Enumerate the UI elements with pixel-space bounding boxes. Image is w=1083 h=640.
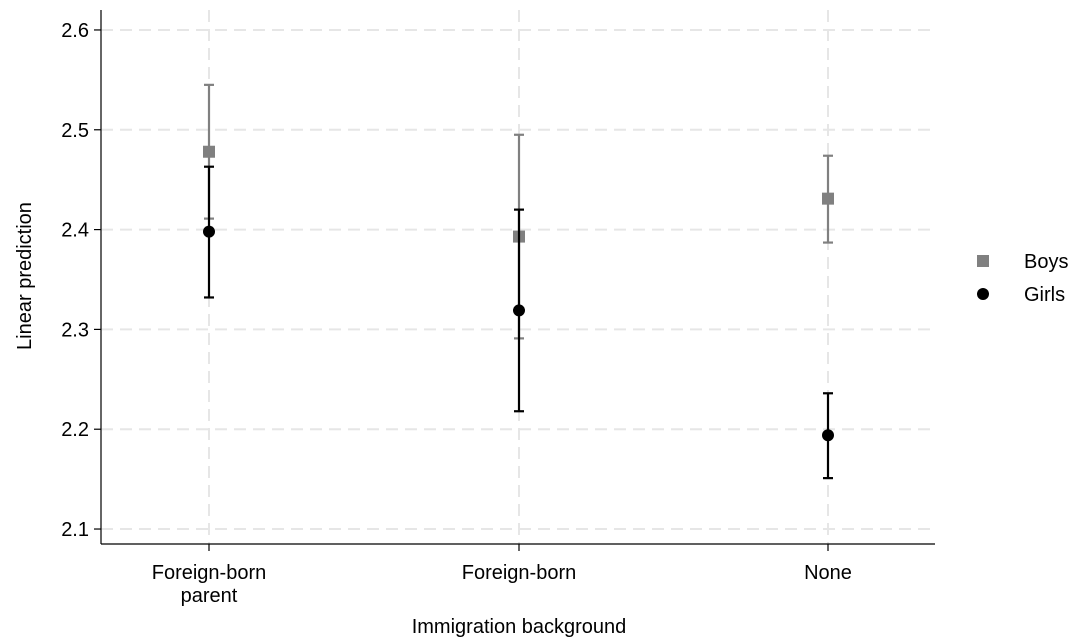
x-tick-label: Foreign-born: [462, 562, 577, 584]
point-boys: [203, 145, 215, 158]
x-tick-label: parent: [181, 585, 238, 607]
y-tick-label: 2.4: [61, 220, 89, 242]
x-tick-label: Foreign-born: [152, 562, 267, 584]
axes: 2.12.22.32.42.52.6Foreign-bornparentFore…: [61, 10, 935, 607]
y-axis-title: Linear prediction: [14, 202, 36, 350]
y-tick-label: 2.3: [61, 319, 89, 341]
y-tick-label: 2.2: [61, 419, 89, 441]
point-girls: [203, 225, 215, 238]
x-tick-label: None: [804, 562, 852, 584]
legend-marker-boys: [977, 255, 989, 267]
point-girls: [513, 304, 525, 317]
legend-label-boys: Boys: [1024, 251, 1068, 273]
legend-marker-girls: [977, 288, 989, 300]
point-boys: [822, 192, 834, 205]
legend-label-girls: Girls: [1024, 284, 1065, 306]
y-tick-label: 2.6: [61, 20, 89, 42]
plot-marks: [203, 83, 834, 480]
y-tick-label: 2.1: [61, 519, 89, 541]
x-axis-title: Immigration background: [412, 616, 627, 638]
legend: Boys Girls: [977, 251, 1068, 306]
point-girls: [822, 429, 834, 442]
y-tick-label: 2.5: [61, 120, 89, 142]
